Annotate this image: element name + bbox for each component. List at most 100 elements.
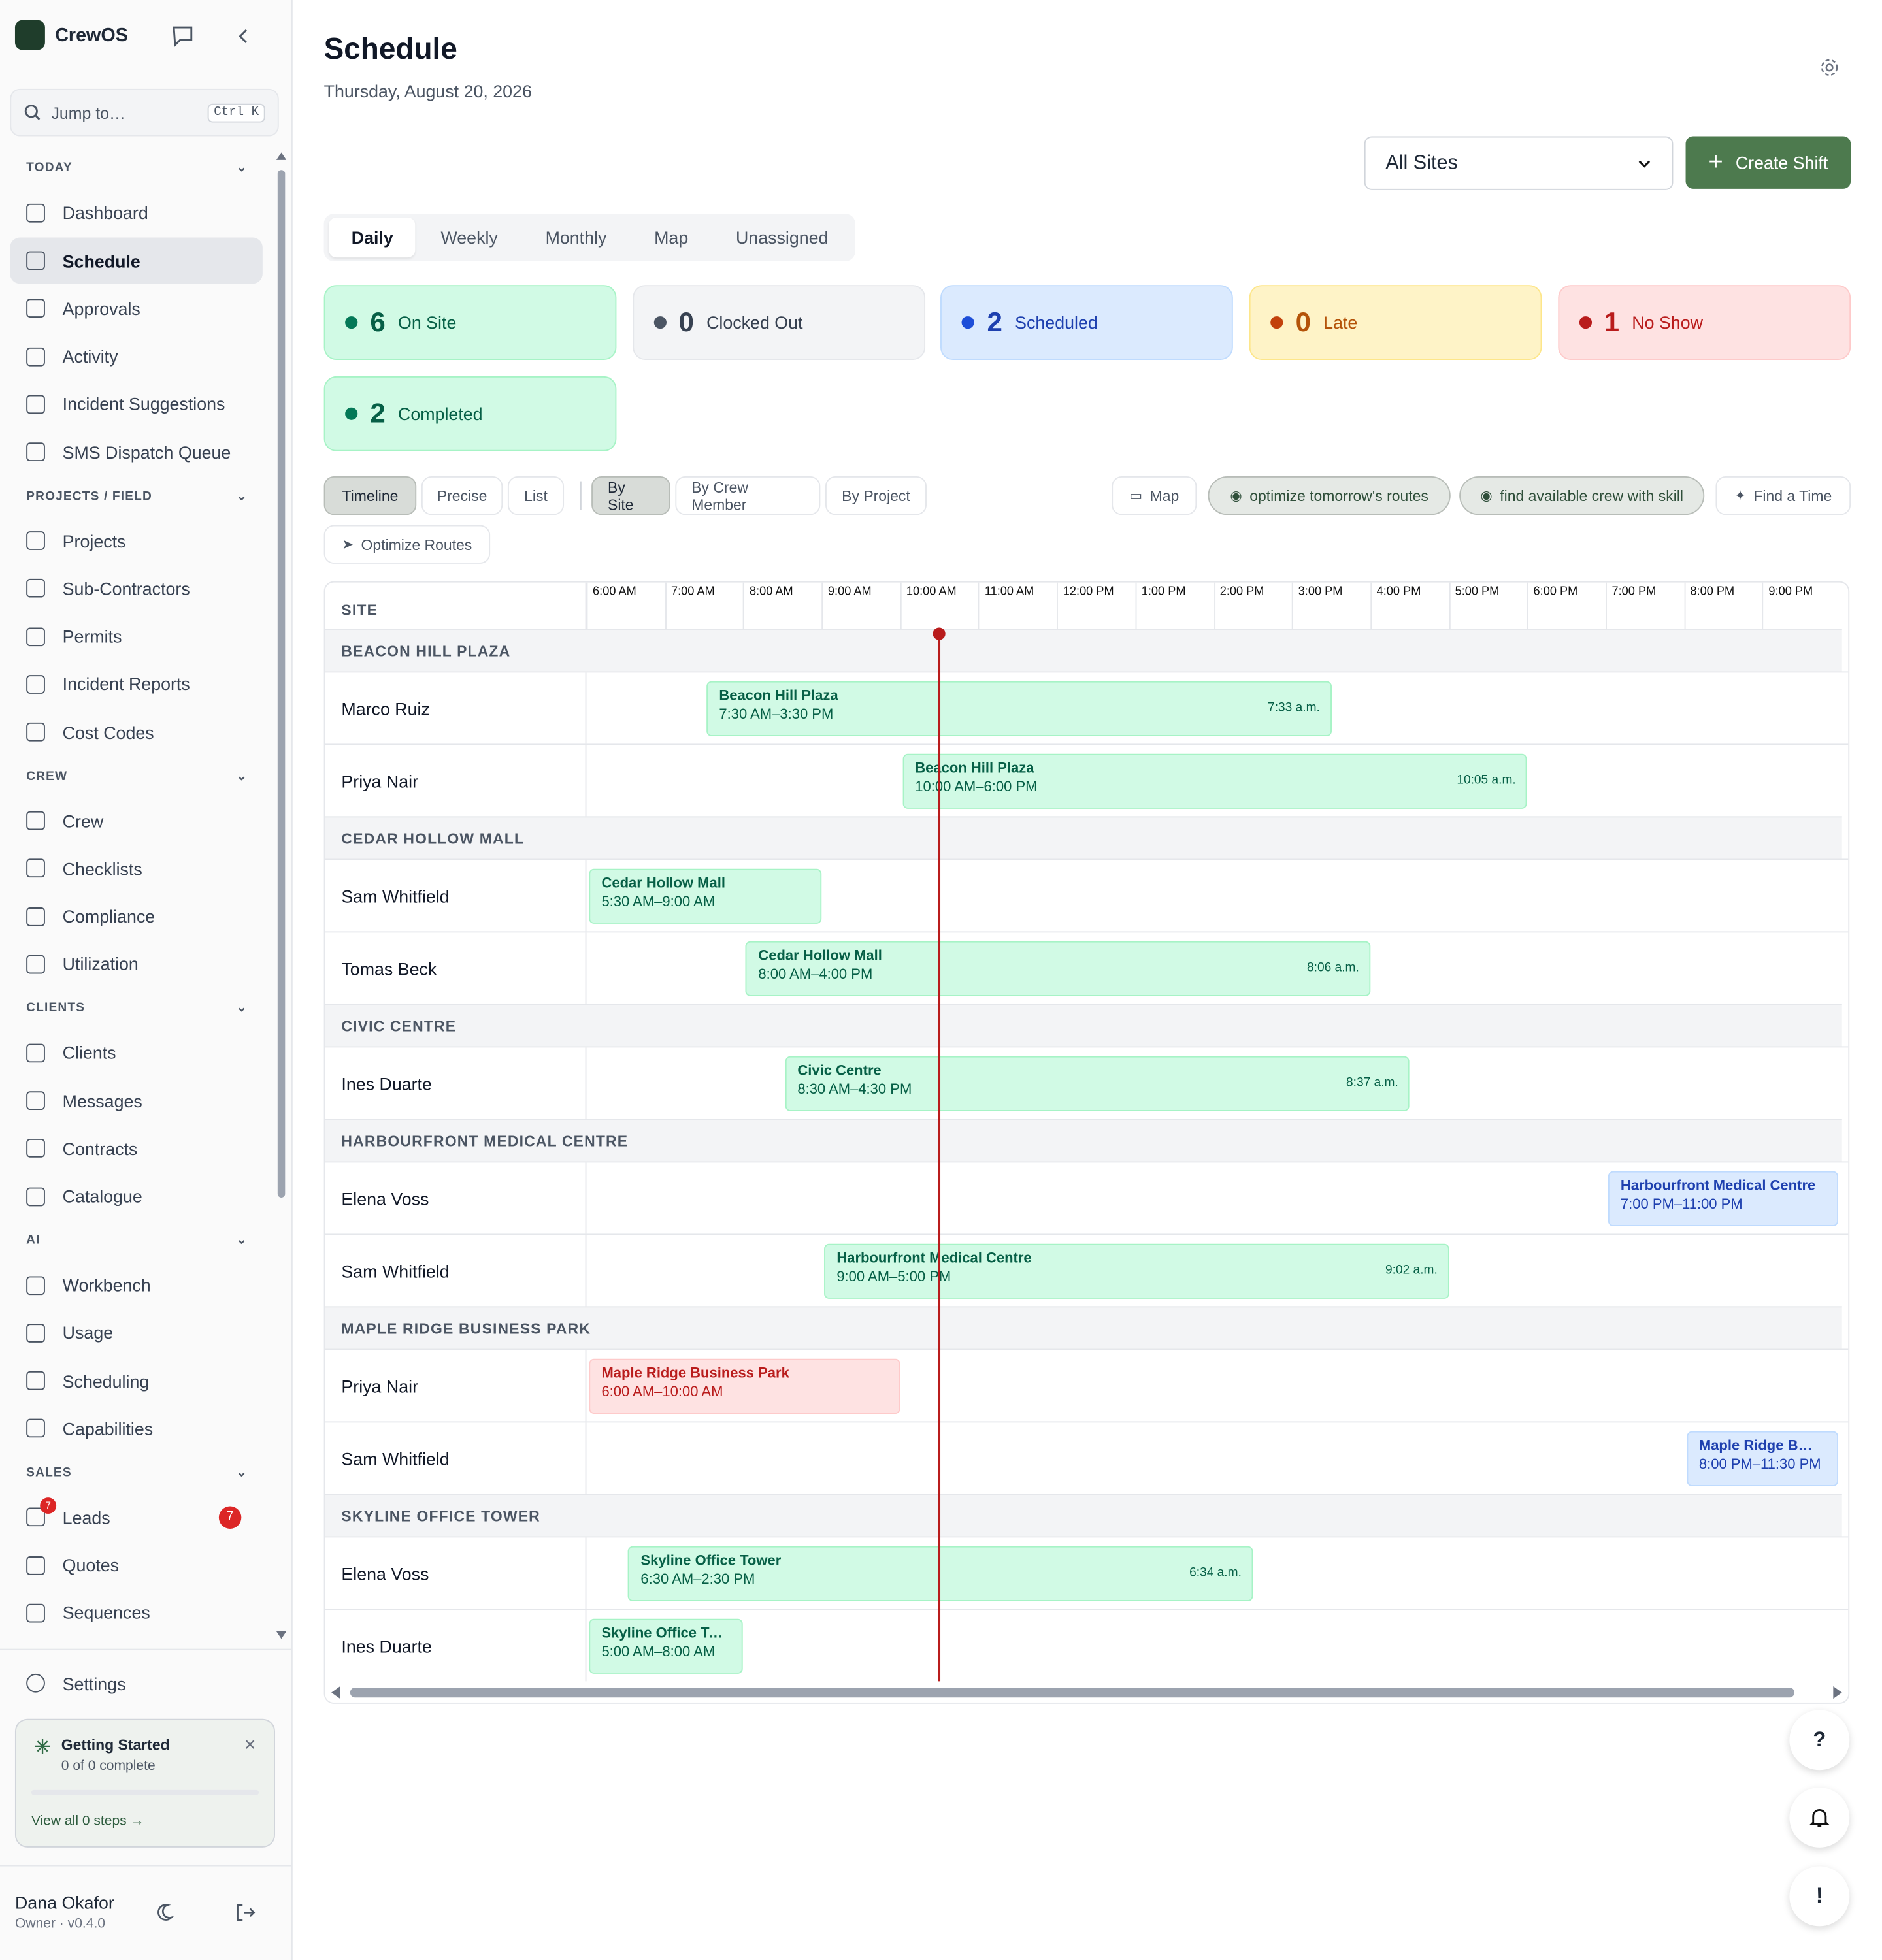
nav-item[interactable]: Catalogue (10, 1173, 263, 1220)
toolbar-button[interactable]: By Site (591, 476, 670, 515)
nav-section[interactable]: TODAY ⌄ (0, 149, 272, 188)
stat-card[interactable]: 0 Clocked Out (632, 285, 925, 361)
notifications-button[interactable] (1789, 1788, 1850, 1848)
nav-item[interactable]: Checklists (10, 845, 263, 892)
nav-item[interactable]: Compliance (10, 893, 263, 939)
report-button[interactable]: ! (1789, 1866, 1850, 1927)
toolbar-button[interactable]: ◉ find available crew with skill (1459, 476, 1705, 515)
nav-item[interactable]: Sub-Contractors (10, 565, 263, 612)
nav-item[interactable]: Cost Codes (10, 709, 263, 755)
shift-block[interactable]: Cedar Hollow Mall 8:00 AM–4:00 PM 8:06 a.m… (746, 941, 1371, 996)
tab[interactable]: Monthly (545, 227, 607, 248)
stat-label: Clocked Out (706, 312, 803, 333)
nav-item[interactable]: Schedule (10, 237, 263, 284)
track: Skyline Office Tower 5:00 AM–8:00 AM (586, 1610, 1840, 1681)
shift-site: Cedar Hollow Mall (601, 876, 725, 892)
toolbar-button[interactable]: ◉ optimize tomorrow's routes (1208, 476, 1451, 515)
nav-item[interactable]: Contracts (10, 1125, 263, 1171)
stat-card[interactable]: 0 Late (1249, 285, 1542, 361)
shift-block[interactable]: Harbourfront Medical Centre 7:00 PM–11:00… (1608, 1171, 1838, 1226)
close[interactable]: ✕ (244, 1736, 257, 1754)
tab[interactable]: Unassigned (735, 227, 829, 248)
scroll-left[interactable] (331, 1686, 340, 1699)
toolbar-button[interactable]: Precise (421, 476, 503, 515)
now-line (938, 629, 941, 1682)
theme-toggle[interactable] (154, 1903, 174, 1923)
nav-item[interactable]: Crew (10, 798, 263, 844)
chevron: ⌄ (236, 769, 248, 783)
toolbar-button[interactable]: ▭ Map (1112, 476, 1197, 515)
stat-card[interactable]: 6 On Site (323, 285, 617, 361)
site-select[interactable]: All Sites (1364, 136, 1674, 190)
collapse-icon[interactable] (235, 27, 253, 45)
nav-section[interactable]: PROJECTS / FIELD ⌄ (0, 476, 272, 515)
stat-card[interactable]: 2 Completed (323, 376, 617, 451)
nav-item[interactable]: Incident Reports (10, 661, 263, 708)
settings-gear[interactable] (1819, 57, 1840, 78)
shift-block[interactable]: Maple Ridge Business Park 6:00 AM–10:00 A… (589, 1358, 900, 1414)
nav-item[interactable]: Usage (10, 1310, 263, 1356)
shift-block[interactable]: Maple Ridge Business Park 8:00 PM–11:30 P… (1686, 1431, 1838, 1486)
nav-item[interactable]: Activity (10, 333, 263, 380)
icon (26, 299, 45, 318)
shift-block[interactable]: Civic Centre 8:30 AM–4:30 PM 8:37 a.m. (785, 1056, 1410, 1111)
nav-section[interactable]: CREW ⌄ (0, 757, 272, 796)
tabs: Daily Weekly Monthly Map Unassigned (323, 214, 856, 261)
scroll-right[interactable] (1833, 1686, 1842, 1699)
nav-item[interactable]: Clients (10, 1030, 263, 1076)
clock-in: 7:33 a.m. (1268, 701, 1320, 715)
nav-section[interactable]: SALES ⌄ (0, 1453, 272, 1492)
shift-block[interactable]: Skyline Office Tower 6:30 AM–2:30 PM 6:34 … (628, 1546, 1253, 1601)
crew-name: Marco Ruiz (325, 672, 587, 744)
nav-item[interactable]: Leads 7 7 (10, 1494, 263, 1541)
label: Projects (62, 531, 126, 551)
nav-item[interactable]: Scheduling (10, 1358, 263, 1404)
nav-item[interactable]: Quotes (10, 1542, 263, 1588)
crew-row: Priya Nair Maple Ridge Business Park 6:00 … (325, 1348, 1849, 1422)
stat-card[interactable]: 2 Scheduled (940, 285, 1234, 361)
toolbar-button[interactable]: ➤ Optimize Routes (323, 525, 491, 564)
shift-block[interactable]: Beacon Hill Plaza 7:30 AM–3:30 PM 7:33 a.m… (706, 681, 1332, 736)
toolbar-button[interactable]: By Project (825, 476, 927, 515)
site-group: CEDAR HOLLOW MALL (325, 816, 1842, 859)
shift-block[interactable]: Beacon Hill Plaza 10:00 AM–6:00 PM 10:05 a… (902, 753, 1527, 809)
label: By Project (842, 487, 910, 505)
shift-block[interactable]: Cedar Hollow Mall 5:30 AM–9:00 AM (589, 868, 822, 924)
nav-item[interactable]: Permits (10, 613, 263, 659)
toolbar-button[interactable]: Timeline (323, 476, 417, 515)
icon (26, 955, 45, 973)
nav-item[interactable]: Approvals (10, 286, 263, 332)
gs-link[interactable]: View all 0 steps → (31, 1814, 144, 1829)
scroll-thumb[interactable] (350, 1687, 1795, 1698)
shift-block[interactable]: Skyline Office Tower 5:00 AM–8:00 AM (589, 1618, 744, 1674)
nav-item[interactable]: Workbench (10, 1262, 263, 1308)
create-shift-button[interactable]: + Create Shift (1685, 136, 1851, 189)
settings-link[interactable]: Settings (10, 1660, 260, 1707)
nav-section[interactable]: CLIENTS ⌄ (0, 988, 272, 1028)
nav-item[interactable]: Sequences (10, 1590, 263, 1636)
nav-item[interactable]: Messages (10, 1077, 263, 1124)
nav-item[interactable]: Utilization (10, 941, 263, 987)
search[interactable]: Jump to… Ctrl K (10, 88, 279, 137)
feedback-icon[interactable] (171, 25, 193, 48)
tab[interactable]: Weekly (440, 227, 498, 248)
toolbar-button[interactable]: ✦ Find a Time (1715, 476, 1851, 515)
stat-card[interactable]: 1 No Show (1557, 285, 1851, 361)
chevron: ⌄ (236, 489, 248, 504)
user-name: Dana Okafor (14, 1892, 114, 1913)
nav-section[interactable]: AI ⌄ (0, 1221, 272, 1260)
tab[interactable]: Daily (329, 217, 416, 258)
shift-block[interactable]: Harbourfront Medical Centre 9:00 AM–5:00 … (824, 1243, 1449, 1299)
nav-item[interactable]: Capabilities (10, 1405, 263, 1452)
nav-item[interactable]: Incident Suggestions (10, 381, 263, 427)
nav-item[interactable]: SMS Dispatch Queue (10, 429, 263, 475)
help-button[interactable]: ? (1789, 1710, 1850, 1771)
toolbar-button[interactable]: List (507, 476, 565, 515)
shift-time: 10:00 AM–6:00 PM (915, 779, 1038, 795)
logout[interactable] (235, 1903, 256, 1923)
nav-item[interactable]: Projects (10, 517, 263, 564)
brand[interactable]: CrewOS (14, 20, 128, 50)
nav-item[interactable]: Dashboard (10, 189, 263, 236)
tab[interactable]: Map (654, 227, 689, 248)
toolbar-button[interactable]: By Crew Member (675, 476, 821, 515)
